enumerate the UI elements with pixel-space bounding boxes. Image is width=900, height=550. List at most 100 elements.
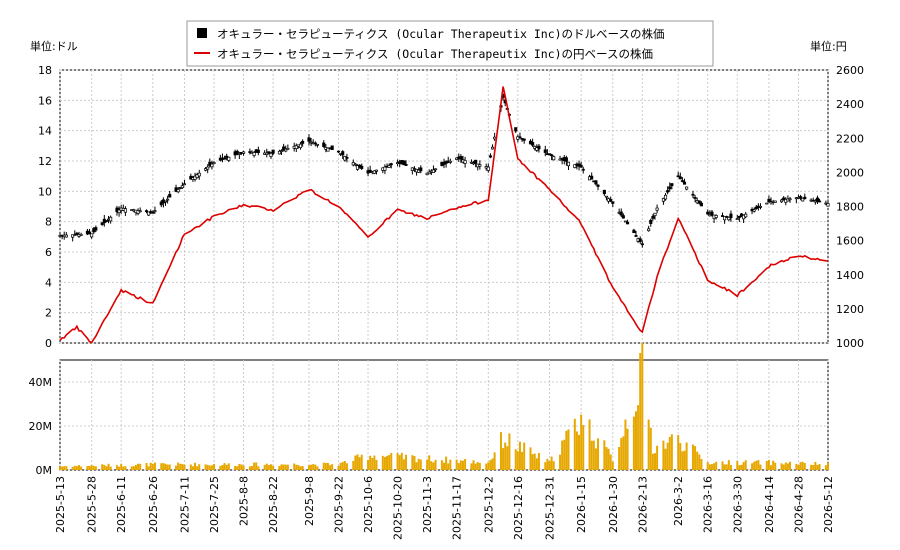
volume-bar (740, 464, 743, 470)
x-tick-label: 2025-6-11 (115, 476, 128, 533)
candle-body (514, 127, 518, 132)
volume-bar (725, 464, 728, 470)
volume-bar (206, 464, 209, 470)
candle-body (431, 169, 436, 173)
volume-plot-area (59, 359, 829, 471)
volume-bar (428, 455, 431, 470)
volume-bar (122, 466, 125, 470)
candle-body (706, 211, 710, 215)
volume-bar (105, 466, 108, 470)
candle-body (552, 156, 556, 161)
volume-bar (145, 463, 148, 470)
volume-bar (506, 446, 509, 470)
candle-body (693, 197, 697, 199)
volume-tick-label: 20M (29, 420, 53, 433)
candle-body (780, 199, 784, 203)
candle-body (355, 165, 360, 170)
candle-body (417, 169, 421, 173)
right-tick-label: 2400 (836, 98, 864, 111)
candle-body (286, 148, 290, 150)
volume-bar (326, 462, 329, 470)
candle-body (87, 231, 92, 235)
candle-body (803, 196, 807, 200)
volume-bar (759, 464, 762, 470)
candle-body (90, 233, 94, 238)
volume-bar (307, 465, 310, 470)
candle-body (313, 142, 317, 145)
candle-body (197, 172, 201, 177)
left-unit-label: 単位:ドル (30, 39, 78, 53)
volume-bar (472, 460, 475, 470)
volume-bar (339, 462, 342, 470)
volume-bar (322, 462, 325, 470)
volume-bar (578, 434, 581, 470)
volume-bar (765, 460, 768, 470)
left-tick-label: 6 (45, 246, 52, 259)
candle-body (265, 152, 269, 155)
volume-bar (816, 464, 819, 470)
volume-bar (457, 463, 460, 470)
candle-body (64, 234, 68, 238)
volume-axis-ticks: 0M 20M 40M (29, 376, 53, 477)
legend-jpy-label: オキュラー・セラピューティクス (Ocular Therapeutix Inc)… (217, 47, 653, 61)
left-tick-label: 0 (45, 337, 52, 350)
volume-bar (782, 464, 785, 470)
volume-bar (544, 462, 547, 470)
right-unit-label: 単位:円 (810, 39, 847, 53)
volume-bar (191, 466, 194, 470)
candle-body (550, 154, 554, 157)
candle-body (147, 211, 151, 216)
volume-bar (548, 461, 551, 470)
candle-body (767, 198, 771, 203)
volume-bar (434, 459, 437, 470)
x-tick-label: 2025-10-20 (392, 476, 405, 540)
volume-bar (130, 466, 133, 470)
volume-bar (755, 460, 758, 470)
left-tick-label: 18 (38, 64, 52, 77)
volume-bar (632, 416, 635, 470)
volume-bars (59, 343, 829, 470)
volume-bar (590, 440, 593, 470)
candle-body (765, 202, 769, 205)
candle-body (138, 210, 142, 213)
candle-body (818, 200, 822, 203)
volume-bar (582, 425, 585, 470)
candle-body (336, 150, 341, 153)
volume-bar (134, 465, 137, 470)
volume-bar (618, 446, 621, 470)
volume-bar (677, 435, 680, 470)
candle-body (488, 155, 492, 158)
volume-bar (786, 463, 789, 470)
volume-bar (607, 448, 610, 470)
volume-bar (417, 458, 420, 470)
candle-body (345, 156, 349, 159)
candle-body (493, 136, 497, 140)
volume-bar (369, 455, 372, 470)
volume-bar (455, 459, 458, 470)
volume-bar (736, 461, 739, 470)
candle-body (573, 164, 577, 168)
volume-bar (651, 453, 654, 470)
volume-bar (396, 453, 399, 470)
volume-bar (405, 454, 408, 470)
volume-bar (694, 446, 697, 470)
volume-bar (624, 419, 627, 470)
volume-bar (573, 418, 576, 470)
volume-bar (103, 464, 106, 470)
candle-body (459, 156, 463, 160)
volume-bar (611, 461, 614, 470)
candle-body (301, 140, 305, 144)
volume-bar (196, 466, 199, 470)
volume-bar (753, 461, 756, 470)
candle-body (235, 150, 239, 155)
volume-bar (649, 427, 652, 470)
volume-bar (381, 455, 384, 470)
candle-body (737, 215, 741, 218)
volume-bar (295, 464, 298, 470)
volume-bar (284, 464, 287, 470)
volume-bar (236, 466, 239, 470)
volume-bar (567, 429, 570, 470)
candle-body (670, 183, 674, 187)
volume-bar (175, 465, 178, 470)
volume-bar (263, 464, 266, 470)
